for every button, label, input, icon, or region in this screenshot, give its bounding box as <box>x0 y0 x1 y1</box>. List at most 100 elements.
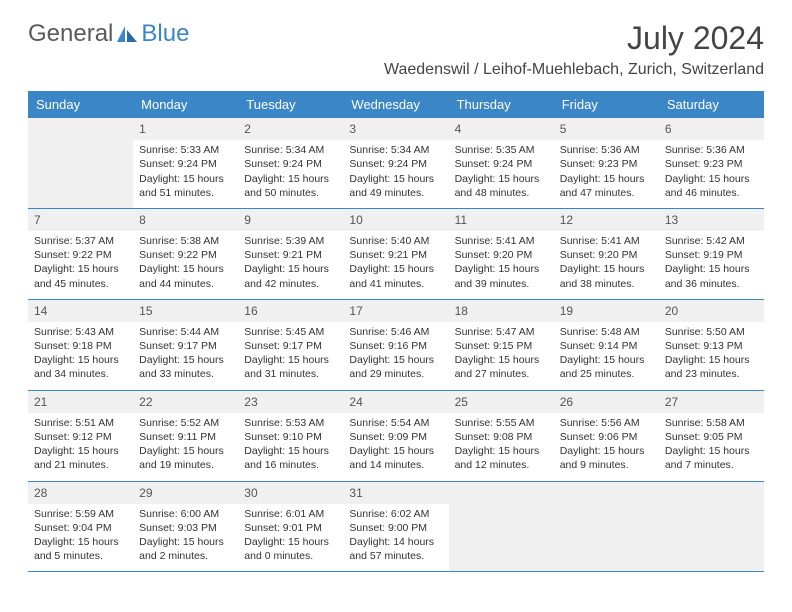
day-cell: 23Sunrise: 5:53 AMSunset: 9:10 PMDayligh… <box>238 391 343 481</box>
logo: General Blue <box>28 20 189 48</box>
day-number: 26 <box>554 391 659 413</box>
daylight-text: Daylight: 15 hours and 36 minutes. <box>665 262 758 290</box>
sunrise-text: Sunrise: 5:46 AM <box>349 325 442 339</box>
sunset-text: Sunset: 9:01 PM <box>244 521 337 535</box>
day-cell: 14Sunrise: 5:43 AMSunset: 9:18 PMDayligh… <box>28 300 133 390</box>
daylight-text: Daylight: 15 hours and 45 minutes. <box>34 262 127 290</box>
day-number: 6 <box>659 118 764 140</box>
sunset-text: Sunset: 9:24 PM <box>244 157 337 171</box>
sunrise-text: Sunrise: 5:45 AM <box>244 325 337 339</box>
sunset-text: Sunset: 9:13 PM <box>665 339 758 353</box>
day-cell: 8Sunrise: 5:38 AMSunset: 9:22 PMDaylight… <box>133 209 238 299</box>
sunrise-text: Sunrise: 5:47 AM <box>455 325 548 339</box>
daylight-text: Daylight: 15 hours and 23 minutes. <box>665 353 758 381</box>
day-number: 12 <box>554 209 659 231</box>
daylight-text: Daylight: 15 hours and 12 minutes. <box>455 444 548 472</box>
sunset-text: Sunset: 9:08 PM <box>455 430 548 444</box>
day-cell: 22Sunrise: 5:52 AMSunset: 9:11 PMDayligh… <box>133 391 238 481</box>
day-cell <box>449 482 554 572</box>
sunset-text: Sunset: 9:12 PM <box>34 430 127 444</box>
day-cell: 10Sunrise: 5:40 AMSunset: 9:21 PMDayligh… <box>343 209 448 299</box>
sunrise-text: Sunrise: 5:38 AM <box>139 234 232 248</box>
daylight-text: Daylight: 15 hours and 9 minutes. <box>560 444 653 472</box>
sunrise-text: Sunrise: 5:34 AM <box>244 143 337 157</box>
sunset-text: Sunset: 9:14 PM <box>560 339 653 353</box>
month-title: July 2024 <box>384 20 764 57</box>
daylight-text: Daylight: 15 hours and 31 minutes. <box>244 353 337 381</box>
sunset-text: Sunset: 9:20 PM <box>560 248 653 262</box>
sunrise-text: Sunrise: 5:50 AM <box>665 325 758 339</box>
sunset-text: Sunset: 9:22 PM <box>34 248 127 262</box>
logo-text-blue: Blue <box>141 20 189 48</box>
day-number: 8 <box>133 209 238 231</box>
day-cell: 31Sunrise: 6:02 AMSunset: 9:00 PMDayligh… <box>343 482 448 572</box>
day-number: 11 <box>449 209 554 231</box>
day-cell: 27Sunrise: 5:58 AMSunset: 9:05 PMDayligh… <box>659 391 764 481</box>
day-number: 9 <box>238 209 343 231</box>
daylight-text: Daylight: 15 hours and 39 minutes. <box>455 262 548 290</box>
day-cell: 4Sunrise: 5:35 AMSunset: 9:24 PMDaylight… <box>449 118 554 208</box>
day-number: 17 <box>343 300 448 322</box>
sunrise-text: Sunrise: 6:01 AM <box>244 507 337 521</box>
sunset-text: Sunset: 9:17 PM <box>139 339 232 353</box>
day-number: 31 <box>343 482 448 504</box>
day-cell: 21Sunrise: 5:51 AMSunset: 9:12 PMDayligh… <box>28 391 133 481</box>
daylight-text: Daylight: 15 hours and 21 minutes. <box>34 444 127 472</box>
day-number: 7 <box>28 209 133 231</box>
day-cell: 24Sunrise: 5:54 AMSunset: 9:09 PMDayligh… <box>343 391 448 481</box>
day-cell <box>554 482 659 572</box>
sunrise-text: Sunrise: 5:41 AM <box>455 234 548 248</box>
sunset-text: Sunset: 9:09 PM <box>349 430 442 444</box>
day-number: 22 <box>133 391 238 413</box>
day-cell: 12 Sunrise: 5:41 AMSunset: 9:20 PMDayligh… <box>554 209 659 299</box>
day-number: 20 <box>659 300 764 322</box>
day-number: 25 <box>449 391 554 413</box>
header: General Blue July 2024 Waedenswil / Leih… <box>28 20 764 79</box>
sunrise-text: Sunrise: 5:44 AM <box>139 325 232 339</box>
sunset-text: Sunset: 9:23 PM <box>560 157 653 171</box>
daylight-text: Daylight: 15 hours and 0 minutes. <box>244 535 337 563</box>
page: General Blue July 2024 Waedenswil / Leih… <box>0 0 792 612</box>
daylight-text: Daylight: 15 hours and 49 minutes. <box>349 172 442 200</box>
sunset-text: Sunset: 9:24 PM <box>455 157 548 171</box>
day-cell: 11Sunrise: 5:41 AMSunset: 9:20 PMDayligh… <box>449 209 554 299</box>
sunset-text: Sunset: 9:10 PM <box>244 430 337 444</box>
daylight-text: Daylight: 15 hours and 48 minutes. <box>455 172 548 200</box>
day-header: Tuesday <box>238 91 343 118</box>
daylight-text: Daylight: 15 hours and 34 minutes. <box>34 353 127 381</box>
sunrise-text: Sunrise: 5:40 AM <box>349 234 442 248</box>
day-cell: 9Sunrise: 5:39 AMSunset: 9:21 PMDaylight… <box>238 209 343 299</box>
day-cell: 7Sunrise: 5:37 AMSunset: 9:22 PMDaylight… <box>28 209 133 299</box>
week-row: 14Sunrise: 5:43 AMSunset: 9:18 PMDayligh… <box>28 300 764 391</box>
day-header: Thursday <box>449 91 554 118</box>
sunrise-text: Sunrise: 5:39 AM <box>244 234 337 248</box>
location-text: Waedenswil / Leihof-Muehlebach, Zurich, … <box>384 61 764 79</box>
daylight-text: Daylight: 15 hours and 38 minutes. <box>560 262 653 290</box>
calendar: Sunday Monday Tuesday Wednesday Thursday… <box>28 91 764 572</box>
day-cell: 18Sunrise: 5:47 AMSunset: 9:15 PMDayligh… <box>449 300 554 390</box>
day-header: Sunday <box>28 91 133 118</box>
sunrise-text: Sunrise: 5:52 AM <box>139 416 232 430</box>
day-number: 21 <box>28 391 133 413</box>
sunset-text: Sunset: 9:03 PM <box>139 521 232 535</box>
day-cell: 17Sunrise: 5:46 AMSunset: 9:16 PMDayligh… <box>343 300 448 390</box>
sunset-text: Sunset: 9:24 PM <box>349 157 442 171</box>
day-header: Wednesday <box>343 91 448 118</box>
day-cell: 6Sunrise: 5:36 AMSunset: 9:23 PMDaylight… <box>659 118 764 208</box>
sunrise-text: Sunrise: 5:41 AM <box>560 234 653 248</box>
sunrise-text: Sunrise: 5:35 AM <box>455 143 548 157</box>
day-cell: 1Sunrise: 5:33 AMSunset: 9:24 PMDaylight… <box>133 118 238 208</box>
daylight-text: Daylight: 15 hours and 16 minutes. <box>244 444 337 472</box>
day-cell: 2Sunrise: 5:34 AMSunset: 9:24 PMDaylight… <box>238 118 343 208</box>
day-number: 23 <box>238 391 343 413</box>
daylight-text: Daylight: 15 hours and 19 minutes. <box>139 444 232 472</box>
day-number: 29 <box>133 482 238 504</box>
daylight-text: Daylight: 15 hours and 29 minutes. <box>349 353 442 381</box>
day-number: 28 <box>28 482 133 504</box>
day-number: 1 <box>133 118 238 140</box>
day-number: 18 <box>449 300 554 322</box>
weeks-container: 1Sunrise: 5:33 AMSunset: 9:24 PMDaylight… <box>28 118 764 572</box>
sunset-text: Sunset: 9:19 PM <box>665 248 758 262</box>
day-number: 5 <box>554 118 659 140</box>
sunrise-text: Sunrise: 5:56 AM <box>560 416 653 430</box>
